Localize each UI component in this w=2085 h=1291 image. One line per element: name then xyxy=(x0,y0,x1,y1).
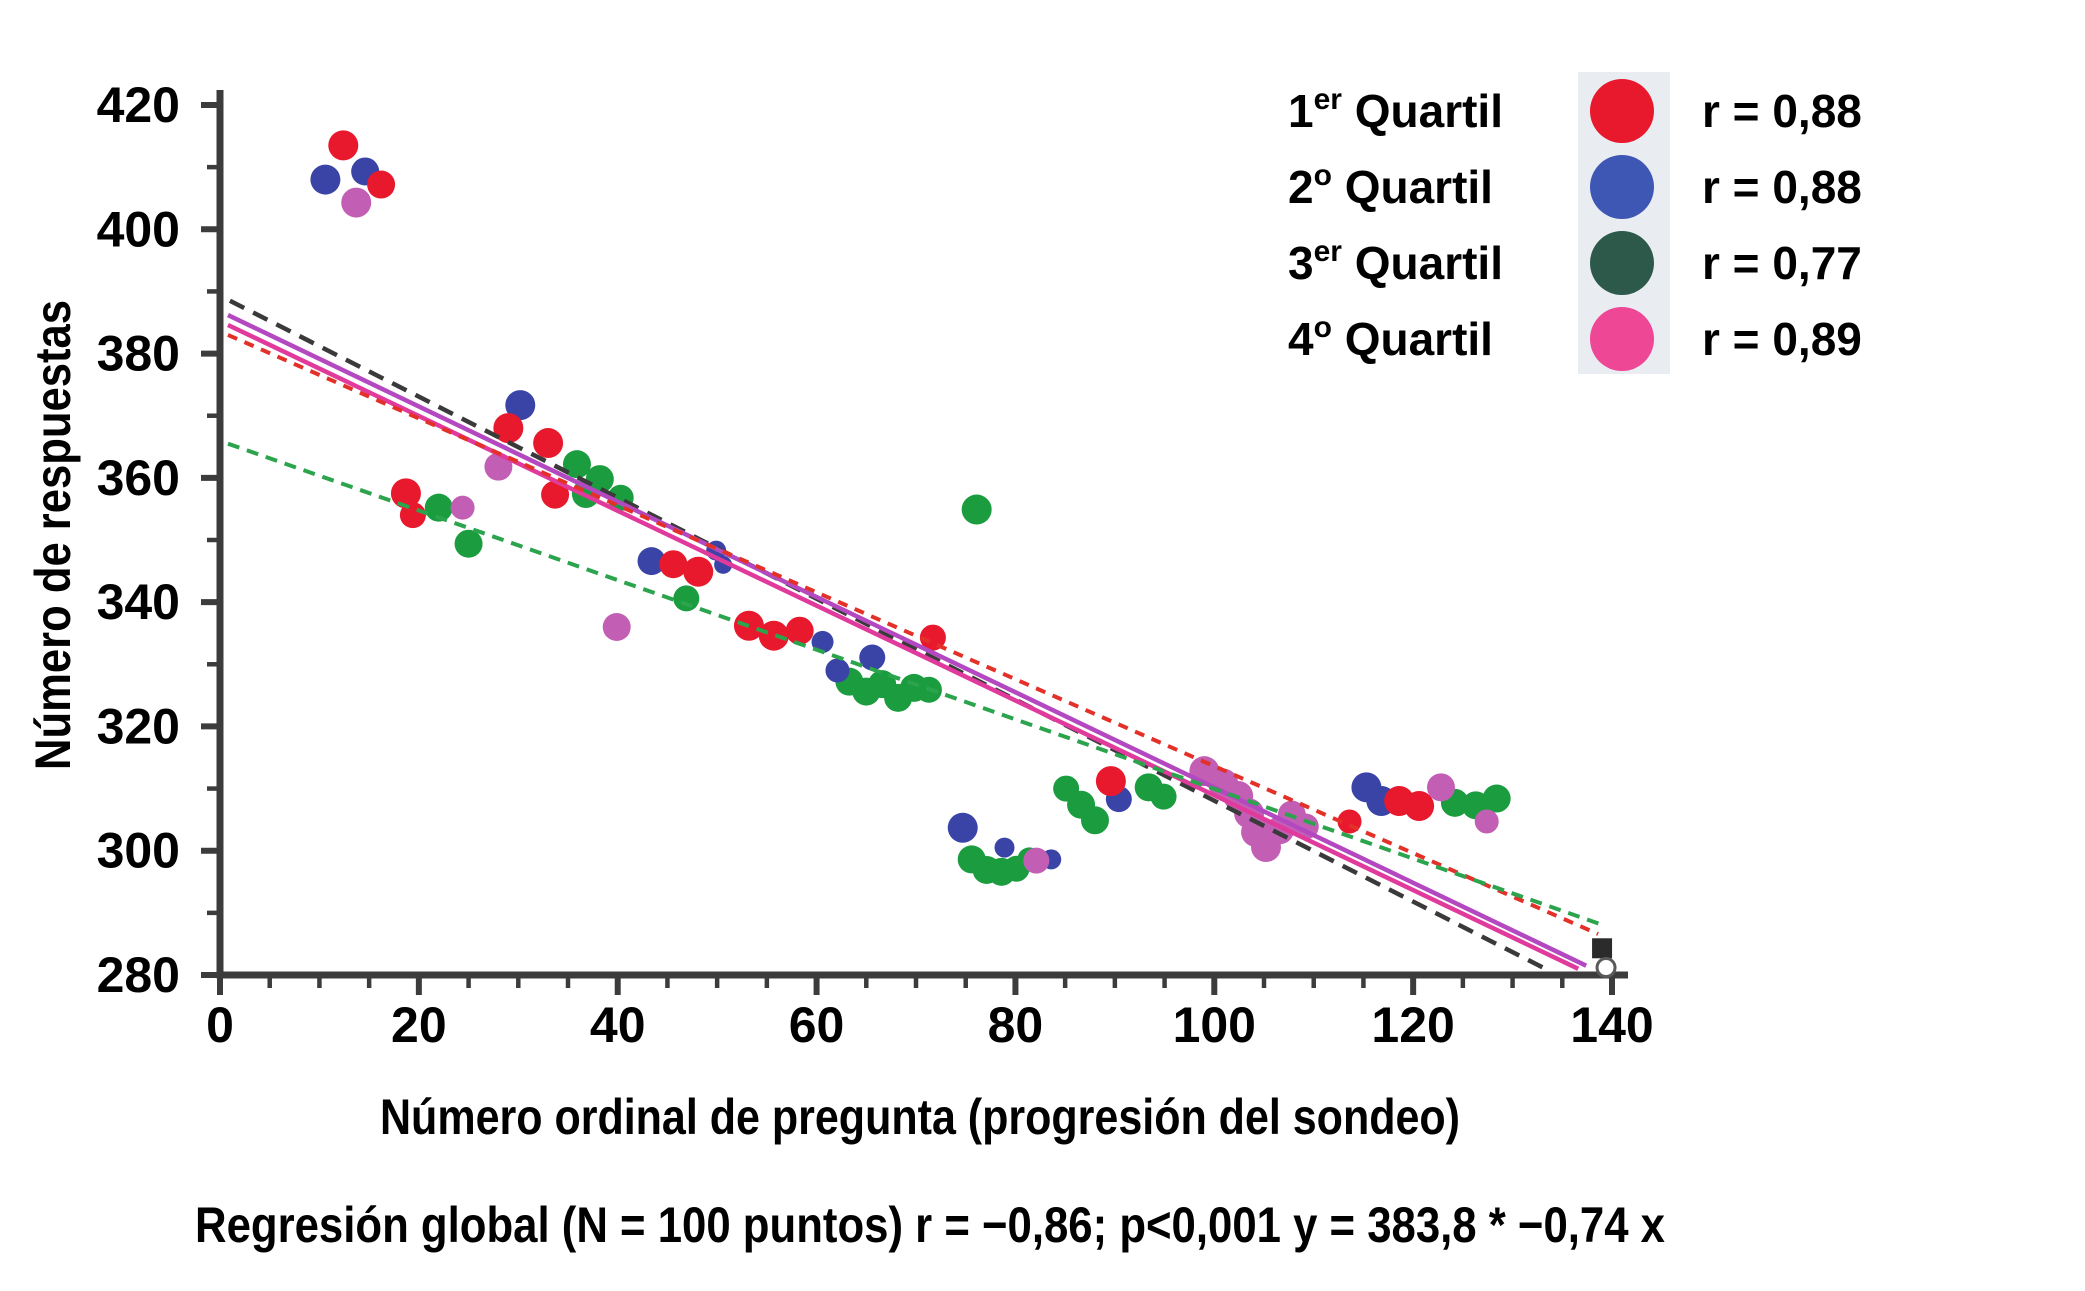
regression-caption: Regresión global (N = 100 puntos) r = −0… xyxy=(195,1197,1665,1253)
x-tick-label: 100 xyxy=(1173,997,1256,1053)
legend-r-value-q1: r = 0,88 xyxy=(1702,85,1862,137)
x-tick-label: 0 xyxy=(206,997,234,1053)
legend: 1er Quartil r = 0,88 2o Quartil r = 0,88 3er… xyxy=(1288,79,1862,371)
data-point-q1 xyxy=(683,556,714,587)
legend-r-value-q2: r = 0,88 xyxy=(1702,161,1862,213)
data-point-q2 xyxy=(811,630,834,653)
regression-line-green xyxy=(227,441,1601,926)
y-tick-label: 320 xyxy=(97,698,180,754)
line-end-markers-layer xyxy=(1592,938,1617,979)
data-point-q4 xyxy=(341,187,372,218)
data-point-q4 xyxy=(1023,847,1050,874)
data-point-q3 xyxy=(961,494,992,525)
data-point-q2 xyxy=(825,658,850,683)
y-axis-label: Número de respuestas xyxy=(25,300,81,770)
data-point-q4 xyxy=(1474,809,1499,834)
y-tick-label: 400 xyxy=(97,201,180,257)
regression-line-pink xyxy=(226,322,1580,971)
data-point-q4 xyxy=(1426,773,1455,802)
legend-label-q4: 4o Quartil xyxy=(1288,311,1493,365)
x-tick-label: 140 xyxy=(1570,997,1653,1053)
data-point-q4 xyxy=(450,495,475,520)
legend-label-q2: 2o Quartil xyxy=(1288,159,1493,213)
data-point-q4 xyxy=(602,612,631,641)
data-point-q1 xyxy=(493,413,524,444)
axes-layer xyxy=(216,90,1628,979)
data-point-q2 xyxy=(859,644,886,671)
ticks-layer: 0 20 40 60 80 100 120 140 280 300 320 340 360 380 400 4… xyxy=(97,77,1654,1053)
data-point-q3 xyxy=(673,585,700,612)
legend-swatch-q1 xyxy=(1590,79,1654,143)
data-point-q3 xyxy=(424,493,453,522)
regression-end-open-circle xyxy=(1595,957,1617,979)
regression-line-red xyxy=(227,333,1599,936)
legend-swatch-q3 xyxy=(1590,231,1654,295)
data-point-q1 xyxy=(785,616,814,645)
legend-r-value-q4: r = 0,89 xyxy=(1702,313,1862,365)
data-point-q2 xyxy=(637,547,666,576)
data-point-q2 xyxy=(310,164,341,195)
data-point-q1 xyxy=(1404,790,1435,821)
legend-label-q3: 3er Quartil xyxy=(1288,235,1503,289)
data-point-q2 xyxy=(947,812,978,843)
legend-row-q2: 2o Quartil r = 0,88 xyxy=(1288,155,1862,219)
data-point-q2 xyxy=(505,390,536,421)
y-tick-label: 300 xyxy=(97,823,180,879)
y-tick-label: 280 xyxy=(97,947,180,1003)
regression-line-global-black xyxy=(228,298,1547,971)
data-point-q1 xyxy=(541,480,570,509)
regression-line-violet xyxy=(226,313,1588,968)
data-point-q1 xyxy=(758,620,789,651)
y-tick-label: 380 xyxy=(97,326,180,382)
x-tick-label: 60 xyxy=(789,997,845,1053)
data-point-q3 xyxy=(1482,784,1511,813)
data-point-q3 xyxy=(454,529,483,558)
y-tick-label: 360 xyxy=(97,450,180,506)
legend-swatch-q2 xyxy=(1590,155,1654,219)
legend-label-q1: 1er Quartil xyxy=(1288,83,1503,137)
x-tick-label: 80 xyxy=(988,997,1044,1053)
data-point-q1 xyxy=(367,170,396,199)
x-tick-label: 20 xyxy=(391,997,447,1053)
data-point-q3 xyxy=(1150,783,1177,810)
data-point-q1 xyxy=(533,428,564,459)
regression-lines-layer xyxy=(226,298,1601,971)
data-point-q1 xyxy=(390,478,421,509)
x-tick-label: 40 xyxy=(590,997,646,1053)
regression-end-square xyxy=(1592,938,1613,959)
x-axis-label: Número ordinal de pregunta (progresión d… xyxy=(380,1089,1460,1145)
legend-row-q4: 4o Quartil r = 0,89 xyxy=(1288,307,1862,371)
y-tick-label: 420 xyxy=(97,77,180,133)
y-tick-label: 340 xyxy=(97,574,180,630)
data-point-q3 xyxy=(1080,806,1109,835)
legend-swatch-q4 xyxy=(1590,307,1654,371)
legend-r-value-q3: r = 0,77 xyxy=(1702,237,1862,289)
legend-row-q1: 1er Quartil r = 0,88 xyxy=(1288,79,1862,143)
legend-row-q3: 3er Quartil r = 0,77 xyxy=(1288,231,1862,295)
data-point-q1 xyxy=(659,550,688,579)
data-point-q3 xyxy=(562,450,591,479)
x-tick-label: 120 xyxy=(1371,997,1454,1053)
data-point-q1 xyxy=(1095,766,1126,797)
data-point-q2 xyxy=(994,837,1015,858)
data-point-q1 xyxy=(328,130,359,161)
